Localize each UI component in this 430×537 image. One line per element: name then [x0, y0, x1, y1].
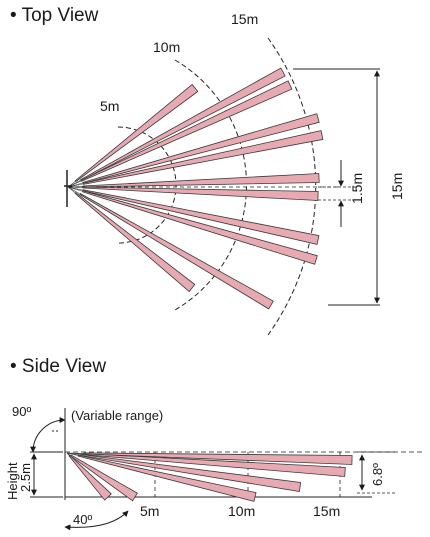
top-beam-8 — [82, 189, 320, 245]
top-beam-10-origin-ray — [67, 186, 81, 195]
side-view-heading: • Side View — [10, 356, 107, 377]
top-beam-11-origin-ray — [67, 186, 76, 194]
side-beam-4 — [80, 454, 302, 492]
side-view-beams — [66, 452, 353, 502]
range-label-15m: 15m — [231, 11, 258, 27]
distance-label-10m: 10m — [228, 503, 255, 519]
top-view: 5m 10m 15m 1.5m 15m — [64, 11, 405, 336]
side-beam-2 — [70, 454, 138, 502]
side-view: 90º (Variable range) Height 2.5m 40º 6.8… — [5, 404, 425, 531]
rotation-arc — [30, 417, 66, 453]
top-view-heading: • Top View — [10, 5, 99, 26]
distance-label-5m: 5m — [140, 503, 159, 519]
top-beam-9-origin-ray — [67, 186, 83, 192]
gap-label: 1.5m — [349, 173, 365, 204]
range-arc-10m — [174, 59, 247, 311]
range-label-10m: 10m — [153, 39, 180, 55]
sensor-origin — [64, 170, 72, 207]
range-arc-15m — [267, 37, 317, 336]
top-beam-4 — [82, 113, 320, 184]
distance-label-15m: 15m — [313, 503, 340, 519]
spread-angle-label: 40º — [73, 512, 92, 527]
depth-label: 15m — [389, 173, 405, 200]
rotation-angle-label: 90º — [12, 404, 31, 419]
range-label-5m: 5m — [100, 98, 119, 114]
spread-arc — [64, 510, 129, 531]
tilt-angle-label: 6.8º — [370, 463, 385, 486]
top-view-beams — [67, 67, 324, 310]
top-beam-11 — [74, 192, 196, 293]
top-beam-2 — [80, 67, 286, 182]
side-beam-3 — [77, 454, 257, 502]
variable-range-label: (Variable range) — [71, 408, 163, 423]
height-label: Height — [5, 462, 20, 500]
height-value: 2.5m — [18, 463, 33, 492]
